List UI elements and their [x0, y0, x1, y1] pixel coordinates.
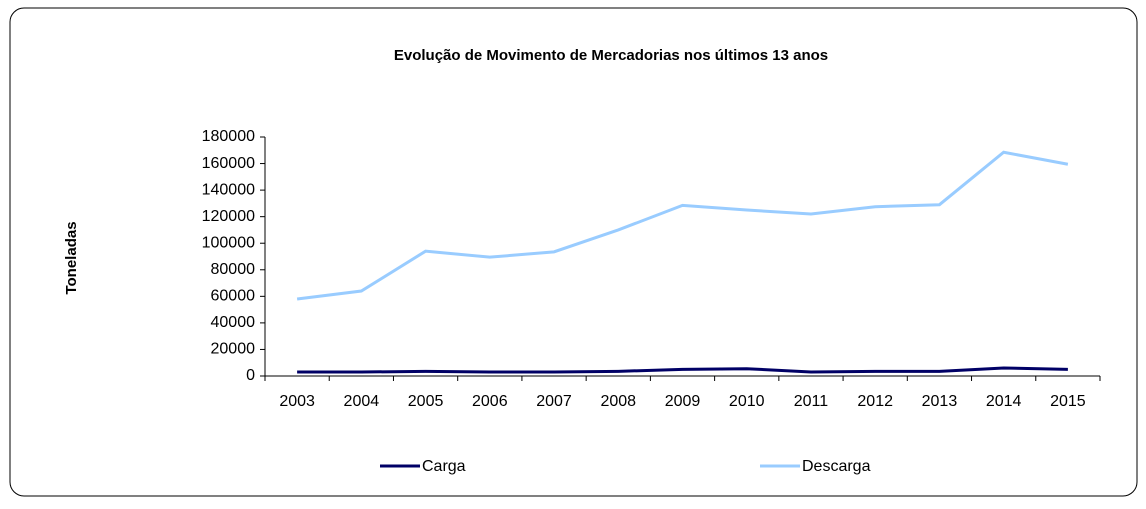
- x-tick-label: 2010: [729, 393, 765, 410]
- x-tick-label: 2011: [794, 393, 829, 410]
- legend-label: Carga: [422, 458, 466, 475]
- legend-label: Descarga: [802, 458, 871, 475]
- x-tick-label: 2013: [922, 393, 958, 410]
- y-tick-label: 0: [246, 367, 255, 384]
- y-tick-label: 140000: [202, 181, 255, 198]
- x-tick-label: 2014: [986, 393, 1022, 410]
- chart-frame: [9, 7, 1138, 497]
- y-tick-label: 160000: [202, 155, 255, 172]
- y-tick-label: 120000: [202, 208, 255, 225]
- series-line: [296, 150, 1069, 301]
- y-axis-label: Toneladas: [63, 221, 80, 294]
- series-line: [297, 366, 1068, 374]
- x-tick-label: 2005: [408, 393, 444, 410]
- y-tick-label: 20000: [211, 341, 256, 358]
- chart-title: Evolução de Movimento de Mercadorias nos…: [394, 47, 828, 64]
- x-tick-label: 2003: [279, 393, 315, 410]
- y-tick-label: 60000: [211, 288, 256, 305]
- x-tick-label: 2006: [472, 393, 508, 410]
- y-tick-label: 100000: [202, 234, 255, 251]
- x-tick-label: 2009: [665, 393, 701, 410]
- y-tick-label: 40000: [211, 314, 256, 331]
- x-tick-label: 2007: [536, 393, 572, 410]
- x-tick-label: 2015: [1050, 393, 1086, 410]
- x-tick-label: 2004: [344, 393, 380, 410]
- y-tick-label: 180000: [202, 128, 255, 145]
- y-tick-label: 80000: [211, 261, 256, 278]
- x-tick-label: 2012: [857, 393, 893, 410]
- x-tick-label: 2008: [600, 393, 636, 410]
